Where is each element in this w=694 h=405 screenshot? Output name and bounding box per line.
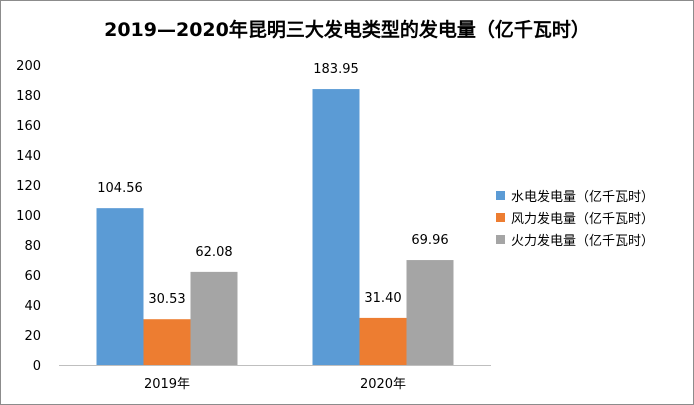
- y-tick-label: 20: [24, 329, 41, 344]
- legend-label: 火力发电量（亿千瓦时）: [511, 233, 655, 249]
- legend-item: 风力发电量（亿千瓦时）: [496, 206, 654, 228]
- bar: [406, 260, 454, 365]
- legend-label: 水电发电量（亿千瓦时）: [511, 189, 655, 205]
- y-tick-label: 80: [24, 239, 41, 254]
- y-tick-label: 0: [33, 359, 41, 374]
- legend-label: 风力发电量（亿千瓦时）: [511, 211, 655, 227]
- y-tick-label: 140: [16, 149, 41, 164]
- bar: [312, 89, 360, 365]
- legend-swatch: [496, 212, 505, 222]
- y-tick-label: 200: [16, 59, 41, 74]
- bar: [190, 271, 238, 365]
- data-label: 31.40: [364, 291, 401, 306]
- data-label: 30.53: [148, 292, 185, 307]
- x-tick-label: 2019年: [144, 377, 190, 392]
- y-tick-label: 160: [16, 119, 41, 134]
- data-label: 69.96: [411, 233, 448, 248]
- legend-swatch: [496, 234, 505, 244]
- y-tick-label: 60: [24, 269, 41, 284]
- bar: [359, 317, 407, 365]
- legend-swatch: [496, 190, 505, 200]
- y-tick-label: 120: [16, 179, 41, 194]
- y-tick-label: 100: [16, 209, 41, 224]
- data-label: 62.08: [195, 245, 232, 260]
- y-tick-label: 40: [24, 299, 41, 314]
- legend-item: 水电发电量（亿千瓦时）: [496, 184, 654, 206]
- x-tick-label: 2020年: [360, 377, 406, 392]
- legend: 水电发电量（亿千瓦时） 风力发电量（亿千瓦时） 火力发电量（亿千瓦时）: [496, 184, 654, 250]
- data-label: 104.56: [97, 181, 143, 196]
- bar: [96, 208, 144, 365]
- legend-item: 火力发电量（亿千瓦时）: [496, 228, 654, 250]
- data-label: 183.95: [313, 62, 359, 77]
- y-tick-label: 180: [16, 89, 41, 104]
- chart-title: 2019—2020年昆明三大发电类型的发电量（亿千瓦时）: [104, 19, 590, 41]
- bar: [143, 319, 191, 365]
